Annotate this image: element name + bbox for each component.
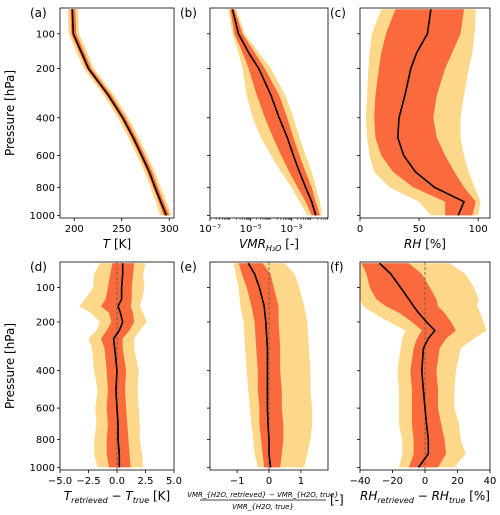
y-tick-label: 600 [36,404,55,415]
x-tick-label: 10⁻⁷ [199,224,221,235]
panel-label: (a) [30,6,47,20]
y-tick-label: 100 [36,29,55,40]
x-tick-label: −40 [349,476,370,487]
bands [233,262,313,470]
median-line [396,9,466,216]
median-line [378,262,436,468]
axes-frame [359,7,491,219]
panel-label: (b) [180,6,197,20]
y-tick-label: 600 [36,151,55,162]
x-tick-label: 10⁻⁵ [240,224,262,235]
median-line [231,9,317,216]
x-tick-label: 2.5 [138,476,154,487]
x-tick-label: 0 [266,476,272,487]
panel-a: 100 200 400 600 800 1000 200 250 300 (a) T [K] Pres… [3,6,179,251]
x-tick-label: 50 [413,224,426,235]
x-axis-label: RHretrieved − RHtrue [%] [360,489,490,505]
bands [360,262,487,470]
panel-c: 0 50 100 (c) RH [%] [330,6,491,251]
x-tick-label: 100 [469,224,488,235]
y-tick-label: 1000 [30,211,55,222]
axes-frame [59,7,175,219]
y-tick-label: 400 [36,366,55,377]
panel-label: (f) [330,260,344,274]
x-axis-label-numerator: VMR_{H2O, retrieved} − VMR_{H2O, true} [187,491,339,499]
inner-band [230,9,320,216]
median-line [112,263,124,468]
x-tick-label: −1 [230,476,245,487]
x-tick-label: 40 [484,476,497,487]
panel-f: −40 −20 0 20 40 (f) RHretrieved − RHtrue [%] [330,260,496,505]
x-tick-label: 300 [160,224,179,235]
x-tick-label: 250 [112,224,131,235]
x-tick-label: 1 [298,476,304,487]
panel-b: 10⁻⁷ 10⁻⁵ 10⁻³ (b) VMRH₂O [-] [180,6,329,253]
x-axis-label: Tretrieved − Ttrue [K] [64,489,170,505]
y-axis-label: Pressure [hPa] [3,323,17,409]
y-tick-label: 800 [36,183,55,194]
y-axis-label: Pressure [hPa] [3,70,17,156]
x-tick-label: 200 [65,224,84,235]
x-tick-label: 0.0 [109,476,125,487]
inner-band [361,263,456,468]
x-axis-label-denominator: VMR_{H2O, true} [232,503,294,511]
x-tick-label: 0 [422,476,428,487]
panel-label: (c) [330,6,346,20]
x-axis-label: VMRH₂O [-] [239,237,299,253]
x-axis-label: RH [%] [404,237,446,251]
inner-band [238,263,284,468]
panel-label: (e) [180,260,197,274]
y-tick-label: 100 [36,283,55,294]
x-axis-label: T [K] [103,237,131,251]
median-line [71,9,168,216]
inner-band [101,263,135,468]
panel-label: (d) [30,260,47,274]
y-tick-label: 400 [36,113,55,124]
x-tick-label: 5.0 [166,476,182,487]
x-tick-label: −20 [382,476,403,487]
x-axis-label-unit: [-] [330,493,344,507]
bands [228,9,322,216]
panel-d: 100 200 400 600 800 1000 −5.0 −2.5 0.0 2.5 5.0 (d) T… [3,260,182,505]
median-line [247,262,272,468]
y-tick-label: 200 [36,64,55,75]
y-tick-label: 1000 [30,463,55,474]
x-tick-label: 10⁻³ [280,224,302,235]
bands [67,9,173,216]
y-tick-label: 200 [36,317,55,328]
bands [365,9,481,216]
y-tick-label: 800 [36,435,55,446]
x-tick-label: 0 [357,224,363,235]
x-tick-label: −2.5 [76,476,100,487]
bands [79,262,147,470]
x-tick-label: −5.0 [48,476,72,487]
x-tick-label: 20 [451,476,464,487]
panel-e: −1 0 1 (e) VMR_{H2O, retrieved} − VMR_{H2O, … [180,260,344,511]
inner-band [374,9,476,216]
